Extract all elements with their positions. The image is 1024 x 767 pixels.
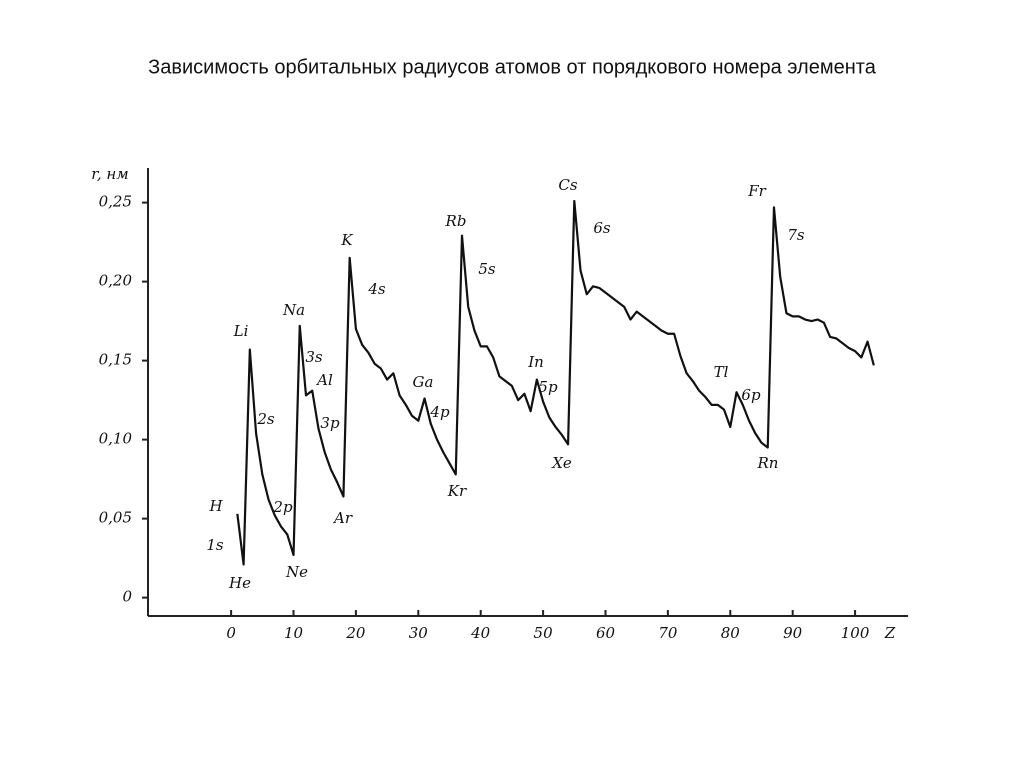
annotation: 6p (741, 386, 761, 404)
annotation: In (527, 353, 544, 371)
x-tick-label: 30 (409, 624, 429, 642)
x-tick-label: 100 (841, 624, 870, 642)
x-axis-label: Z (884, 624, 896, 642)
annotation: Rn (757, 454, 779, 472)
annotation: 3s (305, 348, 323, 366)
annotation: Tl (714, 363, 729, 381)
annotation: 7s (787, 226, 805, 244)
x-tick-label: 60 (596, 624, 616, 642)
x-tick-label: 10 (284, 624, 304, 642)
y-tick-label: 0,05 (99, 509, 132, 527)
x-tick-label: 0 (226, 624, 236, 642)
annotation: H (208, 497, 223, 515)
x-tick-label: 50 (534, 624, 554, 642)
annotation: Rb (445, 212, 467, 230)
annotation: 6s (593, 219, 611, 237)
annotation: 5p (538, 378, 558, 396)
x-tick-label: 20 (345, 624, 366, 642)
annotation: 3p (320, 414, 340, 432)
annotation: Kr (447, 482, 467, 500)
annotation: 4p (429, 403, 450, 421)
annotation: 1s (206, 536, 224, 554)
annotation: He (228, 574, 251, 592)
y-tick-label: 0,20 (99, 272, 133, 290)
annotation: K (340, 231, 353, 249)
annotation: Na (282, 301, 305, 319)
annotation: Ar (332, 509, 353, 527)
y-tick-label: 0,10 (99, 430, 133, 448)
x-tick-label: 80 (721, 624, 741, 642)
chart-title: Зависимость орбитальных радиусов атомов … (148, 56, 877, 78)
x-tick-label: 40 (470, 624, 491, 642)
annotation: Li (233, 322, 249, 340)
annotation: Xe (551, 454, 572, 472)
annotation: 4s (367, 280, 386, 298)
annotation: 5s (478, 260, 496, 278)
y-axis-label: r, нм (91, 165, 128, 183)
y-tick-label: 0,25 (99, 193, 132, 211)
y-tick-label: 0 (122, 588, 132, 606)
x-tick-label: 90 (783, 624, 803, 642)
annotation: Cs (558, 176, 577, 194)
annotation: 2s (256, 410, 275, 428)
annotation: Al (315, 371, 333, 389)
annotation: Ne (285, 563, 308, 581)
annotation: 2p (272, 498, 293, 516)
x-tick-label: 70 (658, 624, 678, 642)
data-line (236, 199, 875, 566)
annotation: Fr (747, 182, 766, 200)
y-tick-label: 0,15 (99, 351, 132, 369)
annotation: Ga (413, 373, 434, 391)
